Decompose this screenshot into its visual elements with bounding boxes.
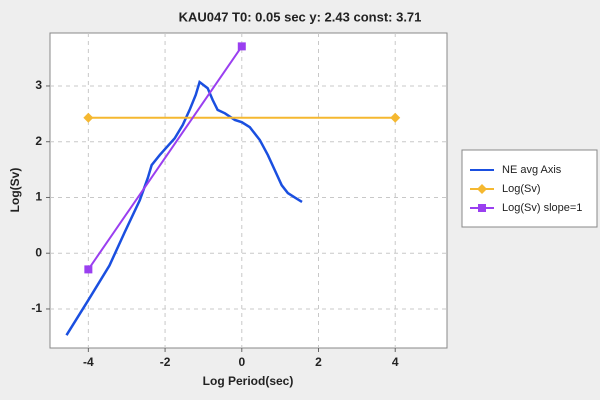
legend-label: Log(Sv): [502, 183, 541, 195]
diamond-marker: [83, 112, 94, 123]
y-tick-label: 1: [35, 190, 42, 204]
square-marker: [478, 204, 486, 212]
square-marker: [237, 42, 246, 51]
x-tick-label: 4: [392, 355, 399, 369]
x-tick-label: -2: [160, 355, 171, 369]
y-tick-label: 2: [35, 134, 42, 148]
diamond-marker: [390, 112, 401, 123]
chart-title: KAU047 T0: 0.05 sec y: 2.43 const: 3.71: [179, 9, 422, 24]
plot-area: [49, 32, 448, 349]
y-axis-label: Log(Sv): [8, 168, 22, 213]
x-tick-label: 0: [238, 355, 245, 369]
square-marker: [84, 265, 93, 274]
x-tick-label: -4: [83, 355, 94, 369]
legend-label: Log(Sv) slope=1: [502, 202, 582, 214]
x-tick-label: 2: [315, 355, 322, 369]
y-tick-label: -1: [31, 301, 42, 315]
diamond-marker: [477, 184, 487, 194]
y-tick-label: 0: [35, 245, 42, 259]
series-line: [87, 45, 243, 270]
x-axis-label: Log Period(sec): [203, 374, 294, 388]
legend-label: NE avg Axis: [502, 164, 562, 176]
y-tick-label: 3: [35, 78, 42, 92]
